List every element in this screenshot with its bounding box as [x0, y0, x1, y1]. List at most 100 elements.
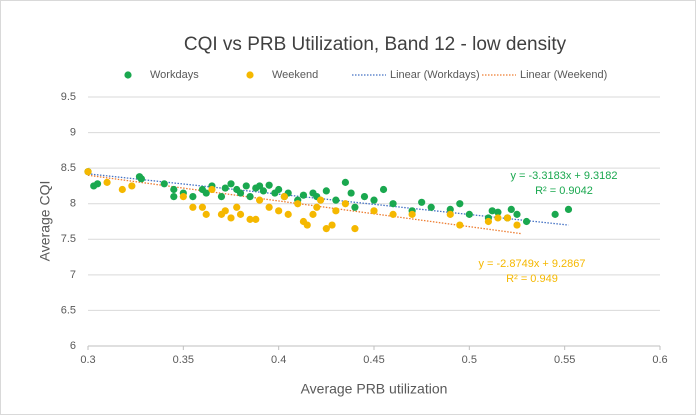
point: [221, 184, 229, 192]
point: [513, 210, 521, 218]
x-tick-label: 0.35: [173, 354, 194, 366]
x-tick-label: 0.55: [554, 354, 575, 366]
point: [328, 221, 336, 229]
point: [227, 180, 235, 188]
legend-label: Linear (Workdays): [390, 69, 480, 81]
point: [484, 217, 492, 226]
point: [379, 185, 388, 194]
legend-label: Linear (Weekend): [520, 69, 607, 81]
x-tick-label: 0.3: [80, 354, 95, 366]
x-tick-label: 0.5: [462, 354, 477, 366]
point: [513, 221, 521, 229]
point: [503, 214, 512, 222]
point: [202, 189, 210, 197]
point: [256, 182, 264, 190]
point: [418, 198, 426, 206]
x-tick-label: 0.4: [271, 354, 286, 366]
point: [456, 221, 464, 229]
point: [208, 185, 216, 194]
point: [465, 210, 473, 218]
point: [332, 207, 340, 215]
point: [252, 215, 260, 223]
point: [275, 207, 283, 215]
point: [265, 203, 273, 211]
point: [360, 193, 369, 201]
point: [408, 210, 416, 218]
point: [294, 200, 302, 208]
point: [322, 225, 330, 233]
point: [341, 200, 349, 208]
point: [242, 182, 250, 190]
point: [494, 214, 502, 222]
point: [564, 205, 573, 214]
point: [317, 196, 325, 204]
point: [189, 203, 197, 211]
point: [313, 203, 321, 211]
point: [322, 187, 330, 195]
point: [280, 193, 288, 201]
point: [202, 210, 210, 218]
point: [427, 203, 435, 211]
point: [217, 193, 226, 201]
point: [494, 208, 502, 216]
point: [347, 189, 355, 197]
annotation: y = -2.8749x + 9.2867: [478, 258, 585, 270]
annotation: R² = 0.9042: [535, 185, 593, 197]
annotation: y = -3.3183x + 9.3182: [510, 170, 617, 182]
y-tick-label: 6: [70, 340, 76, 352]
point: [160, 180, 168, 188]
point: [370, 207, 378, 215]
point: [351, 203, 359, 211]
point: [522, 217, 531, 226]
point: [118, 185, 126, 194]
point: [103, 178, 111, 186]
point: [84, 168, 92, 176]
point: [551, 210, 559, 218]
y-tick-label: 8.5: [61, 162, 76, 174]
point: [284, 210, 292, 218]
point: [221, 207, 229, 215]
x-axis-title: Average PRB utilization: [301, 381, 448, 397]
point: [198, 203, 206, 211]
x-tick-label: 0.6: [652, 354, 667, 366]
y-tick-label: 9: [70, 126, 76, 138]
point: [189, 193, 197, 201]
point: [446, 210, 454, 218]
point: [170, 193, 178, 201]
y-tick-label: 7.5: [61, 233, 76, 245]
point: [137, 175, 145, 183]
point: [332, 196, 340, 204]
point: [128, 182, 136, 190]
point: [256, 196, 264, 204]
point: [233, 203, 241, 211]
legend-marker: [124, 71, 132, 79]
legend-marker: [246, 71, 254, 79]
point: [299, 191, 308, 199]
point: [275, 185, 283, 194]
x-tick-label: 0.45: [363, 354, 384, 366]
point: [389, 200, 397, 208]
point: [246, 215, 254, 223]
legend-label: Workdays: [150, 69, 199, 81]
y-axis-title: Average CQI: [37, 181, 53, 262]
point: [488, 207, 496, 215]
point: [227, 214, 235, 222]
point: [179, 193, 187, 201]
point: [259, 187, 268, 195]
point: [236, 189, 245, 197]
point: [170, 185, 178, 194]
y-tick-label: 8: [70, 198, 76, 210]
point: [446, 205, 454, 214]
point: [351, 225, 359, 233]
point: [370, 196, 378, 204]
y-tick-label: 9.5: [61, 91, 76, 103]
point: [456, 200, 464, 208]
chart-title: CQI vs PRB Utilization, Band 12 - low de…: [184, 34, 567, 55]
point: [93, 180, 102, 188]
point: [265, 181, 273, 189]
point: [236, 210, 245, 218]
point: [389, 210, 397, 218]
point: [246, 193, 254, 201]
